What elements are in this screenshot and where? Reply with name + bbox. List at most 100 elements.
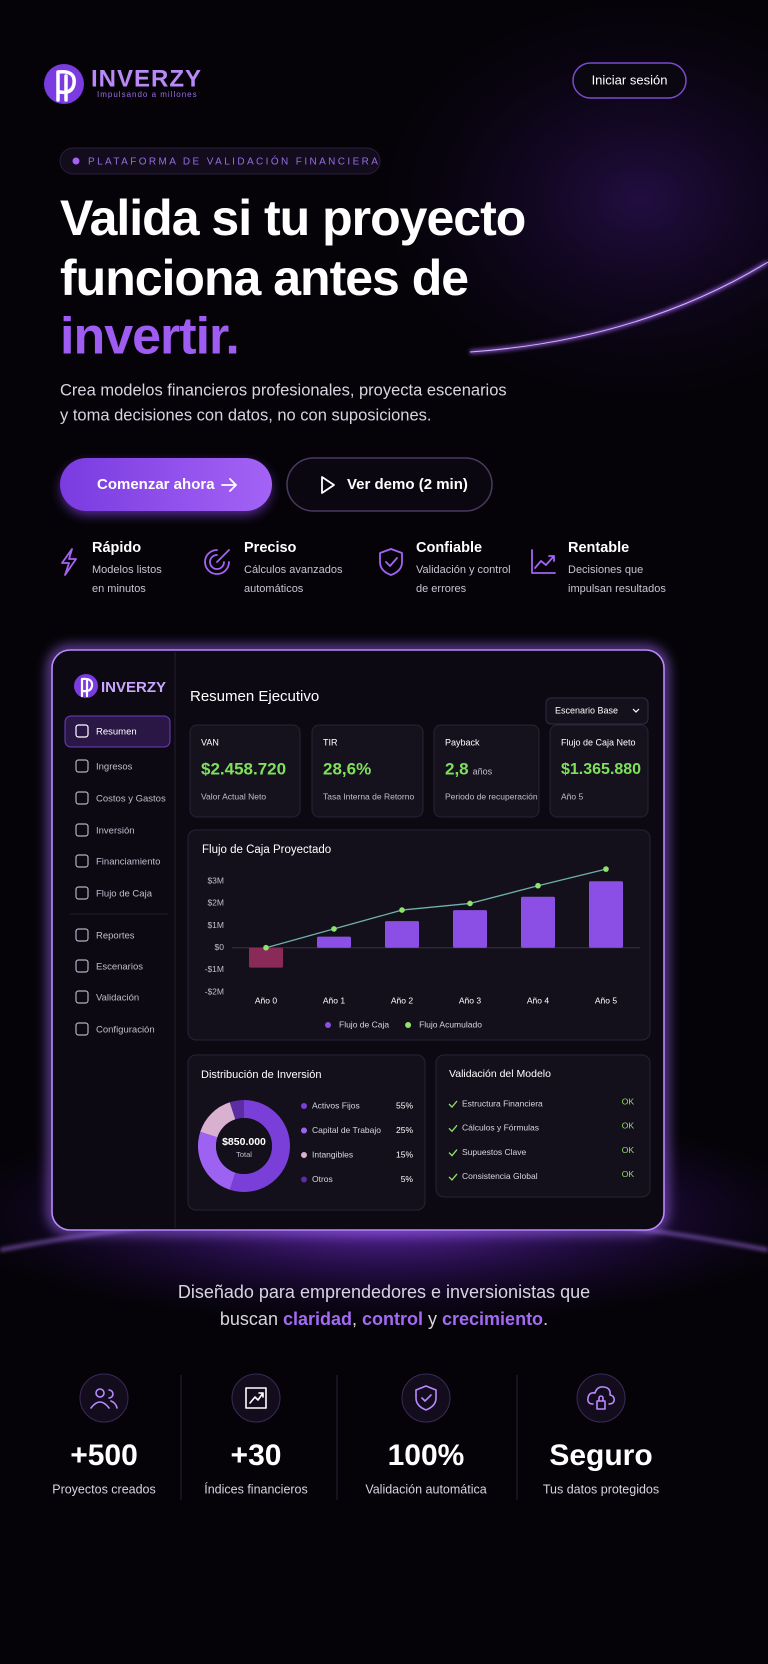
donut-center-label: $850.000 [222,1136,266,1148]
line-point [603,866,609,872]
chart-title: Distribución de Inversión [201,1069,321,1081]
y-tick-label: $1M [207,920,224,930]
kpi-value: $2.458.720 [201,759,286,778]
stat-icon-ring [79,1373,129,1423]
chart-title: Flujo de Caja Proyectado [202,844,331,856]
kpi-unit: años [473,766,493,776]
x-tick-label: Año 0 [255,995,277,1005]
validation-title: Validación del Modelo [449,1068,551,1080]
legend-label: Flujo de Caja [339,1019,389,1029]
kpi-label: Flujo de Caja Neto [561,737,636,747]
validation-status: OK [622,1145,635,1155]
donut-center-sublabel: Total [236,1150,252,1159]
kpi-value: 28,6% [323,759,371,778]
stat-icon [90,1388,118,1409]
dashboard-title: Resumen Ejecutivo [190,688,319,705]
line-point [263,944,269,951]
kpi-card [189,724,301,818]
logo-mark [44,64,84,104]
feature-desc: en minutos [92,583,146,595]
kpi-caption: Periodo de recuperación [445,791,538,801]
x-tick-label: Año 5 [595,995,617,1005]
line-point [535,882,541,889]
validation-item: Consistencia Global [462,1171,538,1181]
feature-title: Preciso [244,540,297,556]
menu-item[interactable]: Resumen [96,727,137,738]
menu-item[interactable]: Inversión [96,826,135,837]
menu-item[interactable]: Ingresos [96,762,133,773]
y-tick-label: $0 [215,942,225,952]
legend-swatch [301,1176,307,1183]
x-tick-label: Año 2 [391,995,413,1005]
menu-item[interactable]: Financiamiento [96,857,160,868]
donut-segment [229,1100,244,1120]
check-icon [448,1149,458,1157]
legend-label: Flujo Acumulado [419,1019,482,1029]
feature-desc: Decisiones que [568,564,643,576]
closing-highlight: control [362,1309,423,1329]
legend-label: Activos Fijos [312,1100,360,1110]
feature-desc: Modelos listos [92,564,162,576]
dashboard: INVERZY Resumen Ingresos Costos y Gastos Inv… [49,647,667,1233]
validation-item: Supuestos Clave [462,1147,527,1157]
logo-glyph [56,70,76,102]
closing-segment: , [352,1309,362,1329]
login-button[interactable] [572,62,687,99]
feature-desc: de errores [416,583,467,595]
stat-icon-ring [401,1373,451,1423]
stat-value: +500 [70,1439,138,1472]
feature-icon [531,549,556,574]
closing-segment: buscan [220,1309,283,1329]
validation-card [435,1054,651,1198]
scenario-label: Escenario Base [555,705,618,715]
feature-icon [204,549,230,575]
menu-item[interactable]: Escenarios [96,962,143,973]
kpi-label: VAN [201,737,219,747]
bar [249,947,283,968]
menu-icon [75,990,89,1004]
primary-button[interactable] [60,458,272,511]
headline-accent: invertir. [60,308,239,366]
secondary-button-label: Ver demo (2 min) [347,476,468,493]
menu-item[interactable]: Flujo de Caja [96,889,153,900]
scenario-select[interactable] [545,697,649,725]
closing-highlight: claridad [283,1309,352,1329]
badge-dot [72,157,80,165]
legend-value: 25% [396,1125,413,1135]
brand-tagline: Impulsando a millones [97,90,198,99]
subtitle: Crea modelos financieros profesionales, … [60,381,507,399]
secondary-button[interactable] [286,457,493,512]
donut-segment [200,1102,236,1138]
menu-item[interactable]: Validación [96,993,139,1004]
check-icon [448,1100,458,1108]
glow [380,0,768,400]
menu-icon [75,791,89,805]
menu-icon [75,886,89,900]
arrow-icon [221,478,238,492]
stat-label: Tus datos protegidos [543,1482,659,1496]
closing-text: Diseñado para emprendedores e inversioni… [178,1282,590,1302]
donut-segment [229,1100,291,1193]
headline: funciona antes de [60,250,468,306]
menu-item[interactable]: Costos y Gastos [96,794,166,805]
line [265,868,607,949]
glow-arc [469,261,768,353]
chevron [632,708,640,713]
menu-active[interactable] [64,715,171,748]
check-icon [448,1173,458,1181]
stat-label: Índices financieros [204,1481,308,1496]
stat-icon [587,1386,615,1410]
kpi-value: 2,8 [445,759,469,778]
menu-item[interactable]: Configuración [96,1025,155,1036]
menu-item[interactable]: Reportes [96,931,135,942]
x-tick-label: Año 4 [527,995,549,1005]
menu-icon [75,823,89,837]
feature-title: Rápido [92,540,141,556]
validation-status: OK [622,1169,635,1179]
legend-swatch [301,1103,307,1109]
kpi-caption: Año 5 [561,791,583,801]
stat-icon-ring [576,1373,626,1423]
